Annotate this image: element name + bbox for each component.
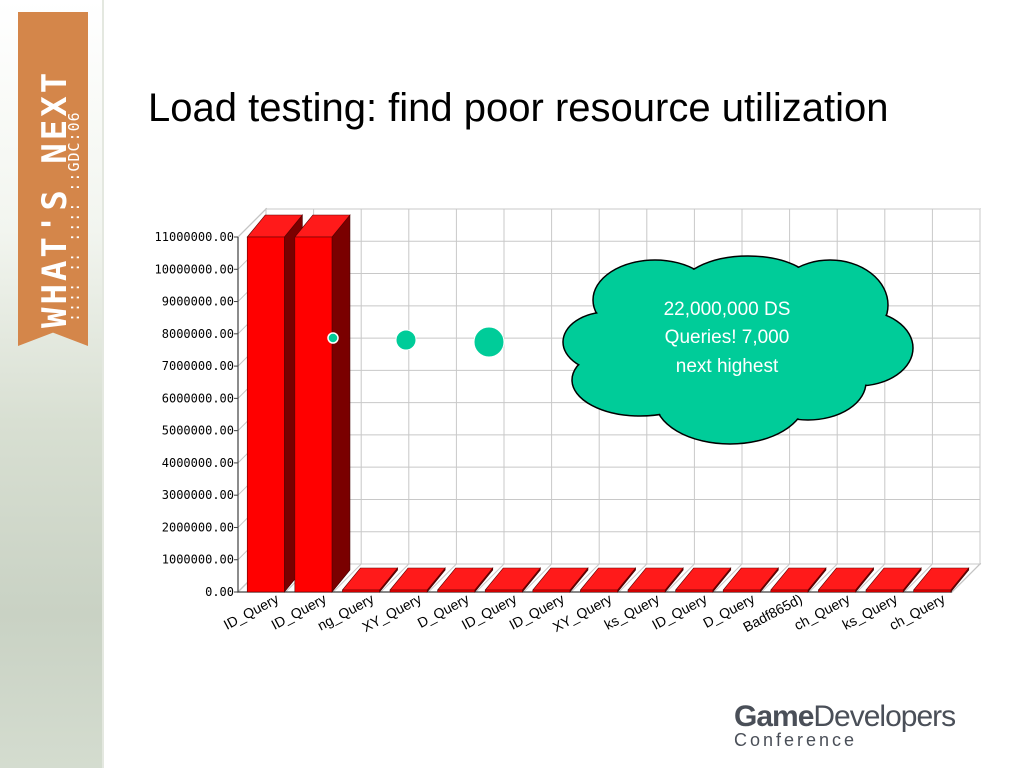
bar <box>913 567 970 593</box>
y-tick-label: 2000000.00 <box>162 520 234 534</box>
y-tick-label: 1000000.00 <box>162 553 234 567</box>
y-tick-label: 10000000.00 <box>155 262 234 276</box>
callout-line-2: Queries! 7,000 <box>665 327 790 348</box>
logo-conference: Conference <box>734 730 858 750</box>
thought-dot-medium <box>395 329 417 351</box>
callout-cloud: 22,000,000 DS Queries! 7,000 next highes… <box>562 255 914 445</box>
thought-dot-large <box>473 326 505 358</box>
y-tick-label: 11000000.00 <box>155 230 234 244</box>
bar <box>532 567 589 593</box>
bar <box>865 567 922 593</box>
y-tick-label: 7000000.00 <box>162 359 234 373</box>
y-tick-label: 6000000.00 <box>162 391 234 405</box>
bar <box>770 567 827 593</box>
bar <box>627 567 684 593</box>
bar <box>675 567 732 593</box>
bar <box>389 567 446 593</box>
bar <box>579 567 637 593</box>
y-tick-label: 0.00 <box>205 585 234 599</box>
y-tick-label: 9000000.00 <box>162 295 234 309</box>
y-tick-label: 8000000.00 <box>162 327 234 341</box>
logo-game: Game <box>734 700 814 733</box>
bar <box>817 567 875 593</box>
bar <box>341 567 399 593</box>
gdc-logo: GameDevelopers Conference <box>734 700 1014 760</box>
bar <box>294 214 351 593</box>
thought-dot-small <box>327 332 339 344</box>
x-category-label: ID_Query <box>649 591 709 633</box>
whats-next-banner <box>18 12 88 346</box>
y-tick-label: 5000000.00 <box>162 424 234 438</box>
logo-developers: Developers <box>813 700 956 733</box>
y-tick-label: 4000000.00 <box>162 456 234 470</box>
callout-line-3: next highest <box>676 356 779 377</box>
bar <box>246 214 303 593</box>
slide-title: Load testing: find poor resource utiliza… <box>148 86 889 130</box>
bar <box>722 567 779 593</box>
bar <box>437 567 494 593</box>
bar <box>484 567 541 593</box>
callout-line-1: 22,000,000 DS <box>664 299 791 320</box>
y-tick-label: 3000000.00 <box>162 488 234 502</box>
